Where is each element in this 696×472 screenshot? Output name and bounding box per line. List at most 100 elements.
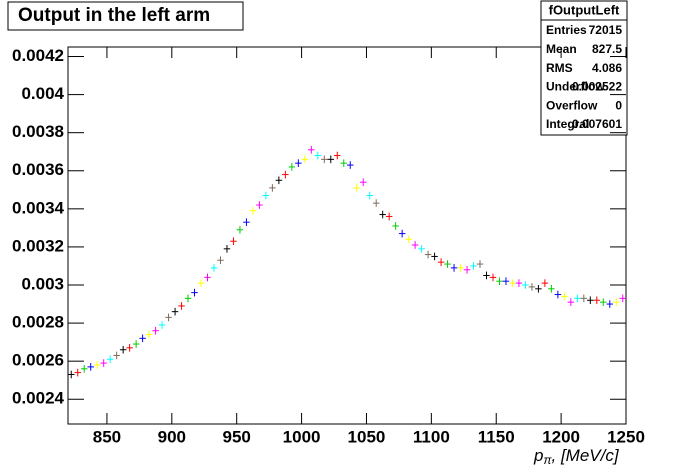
y-tick-label: 0.0024 (12, 389, 65, 408)
data-point (353, 184, 360, 192)
data-point (68, 370, 75, 379)
data-point (158, 321, 166, 329)
stats-label: Entries (546, 23, 587, 37)
data-point (256, 201, 263, 209)
data-point (288, 163, 296, 171)
frame (67, 46, 627, 425)
stats-value: 72015 (589, 23, 623, 37)
stats-label: Integral (546, 117, 589, 131)
data-point (450, 264, 458, 272)
data-point (574, 294, 581, 303)
data-point (385, 212, 393, 221)
data-point (561, 292, 568, 301)
stats-label: Mean (546, 42, 577, 56)
stats-value: 4.086 (592, 61, 622, 75)
data-point (249, 206, 257, 215)
data-point (528, 283, 536, 291)
data-point (295, 159, 302, 167)
data-point (275, 176, 283, 185)
chart-title: Output in the left arm (18, 5, 210, 26)
data-point (489, 273, 497, 282)
data-point (236, 225, 244, 234)
data-point (509, 279, 516, 287)
y-tick-label: 0.0036 (12, 160, 64, 179)
data-point (152, 326, 159, 335)
data-point (74, 368, 81, 377)
data-point (327, 155, 335, 164)
stats-label: Overflow (546, 98, 598, 112)
data-point (139, 334, 146, 343)
data-point (431, 252, 438, 261)
x-tick-label: 1000 (283, 427, 321, 446)
data-point (541, 279, 549, 287)
data-point (106, 355, 114, 364)
data-point (405, 235, 412, 244)
x-tick-label: 1150 (478, 427, 515, 446)
data-point (230, 237, 237, 246)
x-tick-label: 850 (93, 427, 121, 446)
x-tick-label: 1250 (607, 427, 645, 446)
data-point (580, 294, 588, 303)
y-tick-label: 0.0028 (12, 313, 64, 332)
data-point (600, 298, 607, 306)
data-point (126, 344, 133, 352)
data-point (87, 363, 94, 371)
data-point (321, 155, 328, 164)
data-point (359, 178, 367, 186)
data-point (548, 285, 555, 293)
data-point (204, 273, 211, 282)
data-point (554, 290, 562, 299)
data-point (269, 184, 276, 192)
stats-value: 0 (615, 98, 622, 112)
data-point (379, 210, 386, 219)
data-point (535, 285, 542, 293)
data-point (613, 298, 620, 306)
data-point (567, 298, 575, 306)
x-tick-label: 900 (158, 427, 186, 446)
data-point (178, 302, 185, 310)
data-point (184, 294, 192, 303)
data-point (243, 218, 250, 226)
data-point (301, 155, 309, 164)
y-tick-label: 0.0032 (12, 236, 64, 255)
data-point (593, 296, 601, 305)
data-point (93, 361, 101, 369)
y-tick-label: 0.003 (21, 274, 64, 293)
stats-value: 0.007601 (572, 117, 622, 131)
data-point (113, 351, 120, 360)
data-point (171, 307, 179, 316)
x-tick-label: 1200 (542, 427, 580, 446)
data-point (587, 296, 594, 305)
data-point (483, 271, 490, 280)
data-point (165, 313, 172, 322)
x-axis-label: pπ, [MeV/c] (533, 446, 620, 467)
x-tick-label: 1050 (348, 427, 386, 446)
data-point (100, 359, 107, 367)
x-tick-label: 950 (223, 427, 251, 446)
data-point (515, 279, 523, 287)
data-point (119, 345, 127, 354)
data-point (132, 340, 140, 348)
data-point (191, 288, 198, 297)
data-point (424, 250, 432, 259)
x-label-symbol: p (533, 446, 543, 465)
data-point (223, 245, 231, 253)
y-tick-label: 0.0042 (12, 46, 64, 65)
y-tick-label: 0.004 (21, 84, 64, 103)
y-tick-label: 0.0038 (12, 122, 64, 141)
data-point (340, 159, 347, 167)
stats-label: RMS (546, 61, 573, 75)
data-point (392, 222, 399, 230)
data-point (366, 191, 373, 200)
data-point (411, 241, 419, 249)
data-point (502, 277, 510, 286)
data-point (347, 161, 354, 169)
data-point (372, 199, 380, 207)
data-point (80, 364, 88, 373)
data-point (522, 281, 529, 289)
data-point (282, 170, 289, 179)
stats-box (540, 0, 628, 136)
stats-value: 0.002522 (572, 80, 622, 94)
